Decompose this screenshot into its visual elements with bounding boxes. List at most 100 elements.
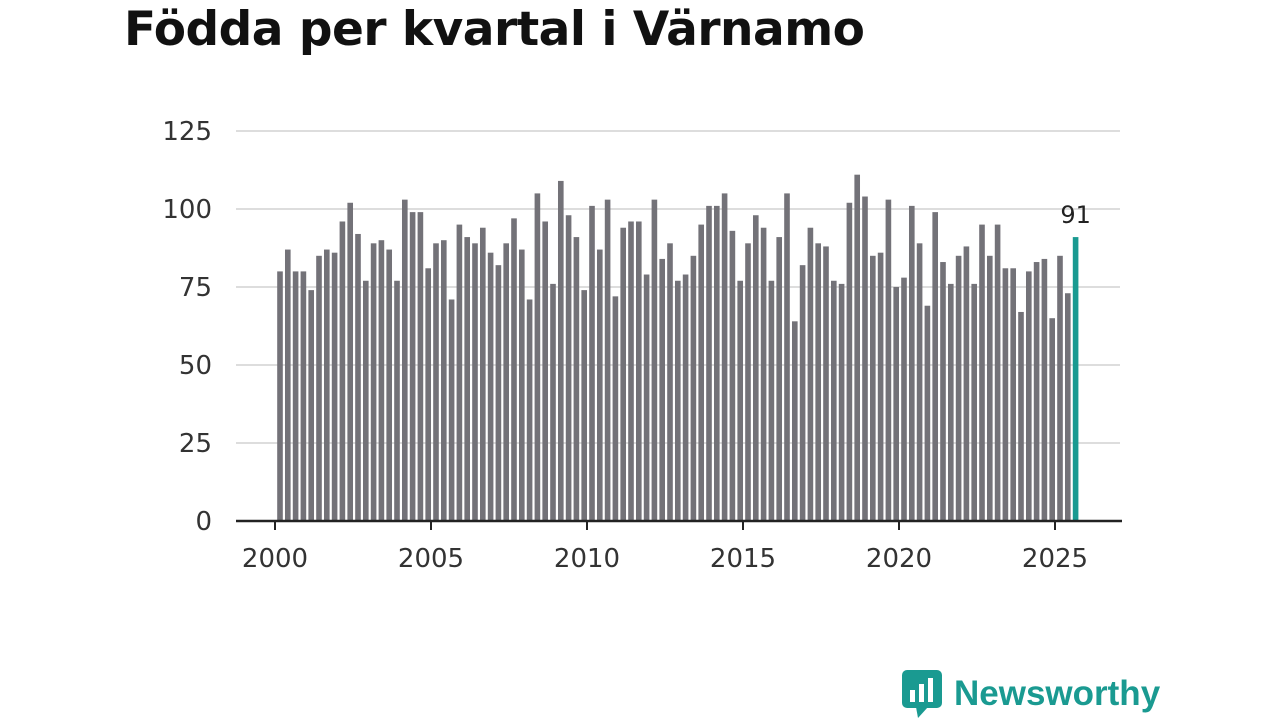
bar: [760, 227, 767, 521]
bar: [495, 265, 502, 521]
bar: [401, 199, 408, 521]
bar: [1033, 262, 1040, 521]
bar: [456, 224, 463, 521]
bar: [417, 212, 424, 521]
bar: [1025, 271, 1032, 521]
bar: [596, 249, 603, 521]
bar: [706, 205, 712, 521]
bar: [791, 321, 798, 521]
bar: [331, 252, 338, 521]
tick-labels: 0 25 50 75 100 125 91 2000 2005 2010 2015 2020 2025: [162, 117, 1091, 574]
bar: [924, 305, 931, 521]
bar: [394, 280, 400, 521]
bar: [823, 246, 829, 521]
y-tick-label: 50: [179, 351, 212, 381]
bar: [838, 283, 845, 521]
bar: [347, 202, 354, 521]
bar: [511, 218, 517, 522]
bar: [1064, 293, 1071, 521]
bar: [518, 249, 525, 521]
bar: [620, 227, 627, 521]
bar: [877, 252, 884, 521]
bar: [503, 243, 510, 521]
y-tick-label: 25: [179, 429, 212, 459]
bar: [339, 221, 346, 522]
axes: [236, 519, 1122, 530]
x-tick-label: 2005: [398, 544, 464, 574]
bar: [955, 255, 962, 522]
bar: [362, 280, 369, 521]
bar: [472, 243, 478, 521]
bar: [628, 221, 634, 522]
bar: [854, 174, 861, 521]
bar: [979, 224, 985, 521]
bar: [916, 243, 923, 521]
bar: [308, 290, 315, 521]
bar: [1002, 268, 1009, 521]
bar: [425, 268, 432, 521]
bar: [784, 193, 790, 521]
bar-series: [277, 174, 1079, 522]
bar: [901, 277, 907, 521]
bar: [526, 299, 533, 521]
bar: [464, 237, 471, 521]
bar: [846, 202, 853, 521]
bar: [479, 227, 486, 521]
bar: [963, 246, 970, 521]
y-tick-label: 75: [179, 273, 212, 303]
bar: [947, 283, 954, 521]
bar: [729, 230, 736, 521]
x-tick-label: 2010: [554, 544, 620, 574]
bar: [908, 205, 915, 521]
bar: [940, 262, 946, 521]
bar: [752, 215, 759, 522]
bar: [667, 243, 673, 521]
bar: [440, 240, 447, 521]
bar: [386, 249, 393, 521]
bar: [557, 180, 564, 522]
y-tick-label: 125: [162, 117, 212, 147]
bar: [355, 233, 361, 521]
bar: [986, 255, 993, 522]
bar: [300, 271, 307, 521]
bar: [674, 280, 681, 521]
bar: [807, 227, 814, 521]
bar: [581, 290, 588, 521]
bar: [776, 237, 783, 521]
chart-title: Födda per kvartal i Värnamo: [124, 2, 865, 57]
bar: [409, 212, 416, 521]
bar: [635, 221, 642, 522]
bar: [534, 193, 541, 521]
bar: [277, 271, 283, 521]
bar: [737, 280, 744, 521]
bar: [690, 255, 697, 522]
bar: [682, 274, 689, 521]
bar: [433, 243, 439, 521]
bar: [542, 221, 549, 522]
bar: [893, 287, 900, 521]
bar: [1010, 268, 1017, 521]
bar: [1057, 255, 1063, 522]
bar: [994, 224, 1001, 521]
bar: [316, 255, 322, 522]
bar: [573, 237, 580, 521]
bar: [292, 271, 299, 521]
bar: [1041, 258, 1048, 521]
bar: [487, 252, 494, 521]
x-tick-label: 2020: [866, 544, 932, 574]
bar: [799, 265, 806, 521]
bar: [815, 243, 822, 521]
bar: [698, 224, 705, 521]
bar: [550, 283, 556, 521]
bar: [713, 205, 720, 521]
newsworthy-logo-icon: [902, 670, 942, 718]
bar: [869, 255, 876, 522]
x-tick-label: 2025: [1022, 544, 1088, 574]
bar: [830, 280, 837, 521]
bar: [589, 205, 595, 521]
bar: [885, 199, 892, 521]
bar: [768, 280, 775, 521]
bar: [323, 249, 330, 521]
bar: [659, 258, 666, 521]
